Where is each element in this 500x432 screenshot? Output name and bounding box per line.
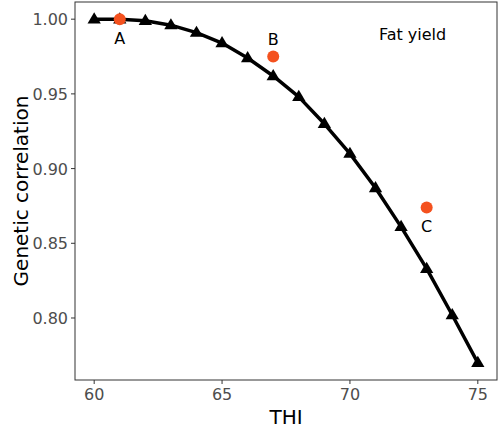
triangle-marker [139, 14, 152, 25]
triangle-marker [292, 90, 305, 101]
y-tick-label: 0.80 [32, 309, 68, 328]
triangle-marker [88, 12, 101, 23]
y-tick [71, 19, 75, 20]
y-tick-label: 0.95 [32, 85, 68, 104]
plot-frame [75, 2, 497, 380]
plot-background [75, 2, 497, 380]
x-tick [222, 380, 223, 384]
triangle-marker [446, 308, 459, 319]
series-line [94, 19, 478, 363]
triangle-marker [318, 117, 331, 128]
x-axis-title: THI [268, 405, 302, 429]
triangle-marker [394, 220, 407, 231]
point-label: A [114, 29, 125, 48]
y-tick-label: 0.85 [32, 234, 68, 253]
point-marker [421, 201, 433, 213]
y-axis-title: Genetic correlation [9, 96, 33, 287]
y-tick [71, 168, 75, 169]
y-tick [71, 93, 75, 94]
triangle-marker [190, 26, 203, 37]
x-tick-label: 60 [84, 385, 104, 404]
x-tick-label: 70 [340, 385, 360, 404]
triangle-marker [471, 356, 484, 367]
triangle-marker [343, 147, 356, 158]
triangle-marker [267, 69, 280, 80]
point-label: C [421, 217, 432, 236]
triangle-marker [369, 181, 382, 192]
x-tick [94, 380, 95, 384]
marks [88, 12, 485, 367]
annotation: Fat yield [379, 25, 446, 44]
point-marker [267, 51, 279, 63]
x-tick-label: 75 [468, 385, 488, 404]
triangle-marker [420, 262, 433, 273]
y-tick-label: 0.90 [32, 160, 68, 179]
point-label: B [268, 30, 279, 49]
y-tick-label: 1.00 [32, 10, 68, 29]
triangle-marker [215, 36, 228, 47]
triangle-marker [241, 51, 254, 62]
y-tick [71, 317, 75, 318]
y-tick [71, 243, 75, 244]
chart: 60 65 70 75 0.80 0.85 0.90 0.95 1.00 A B C Fat yield… [0, 0, 500, 432]
x-tick [477, 380, 478, 384]
triangle-marker [164, 18, 177, 29]
x-tick [349, 380, 350, 384]
point-marker [114, 13, 126, 25]
x-tick-label: 65 [212, 385, 232, 404]
